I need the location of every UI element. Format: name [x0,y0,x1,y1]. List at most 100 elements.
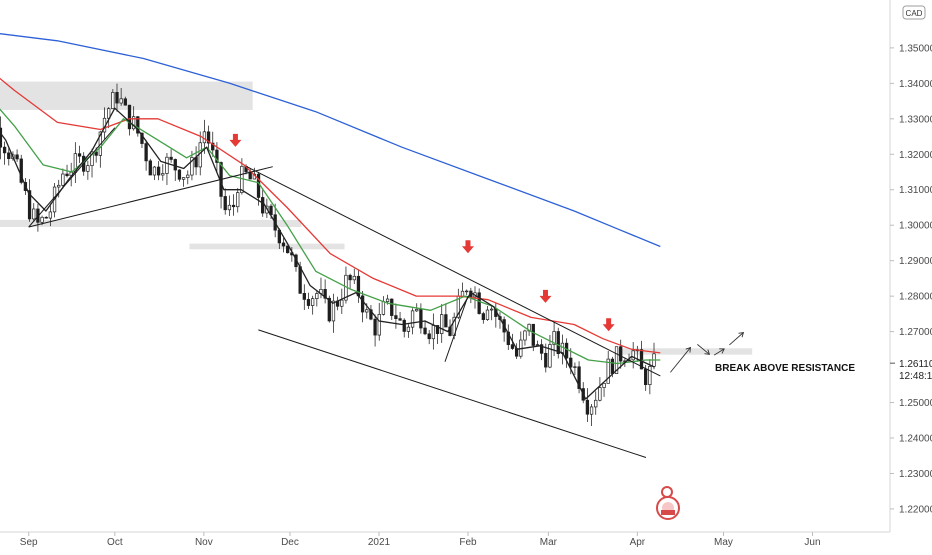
candle-87 [331,293,336,333]
trendline-4 [444,295,469,362]
candle-98 [377,302,381,341]
price-tick-label: 1.30000 [899,221,932,232]
time-tick-label: Mar [540,537,558,548]
candle-91 [348,273,352,289]
time-tick-label: Dec [281,537,299,548]
candle-136 [535,340,540,346]
trendline-2 [246,166,661,377]
candle-105 [406,324,411,338]
candle-110 [427,330,431,345]
support-resistance-zones [0,81,753,355]
candle-104 [402,318,406,338]
candle-19 [48,203,53,227]
candle-21 [57,179,61,198]
candle-114 [444,303,448,328]
last-price: 1.26110 [899,359,932,370]
candle-57 [206,125,211,152]
candle-81 [306,292,311,310]
candle-112 [435,325,440,345]
candle-53 [190,150,194,181]
candle-156 [619,339,623,369]
candle-125 [490,305,494,321]
candle-133 [523,329,527,346]
candle-9 [7,147,11,166]
candle-92 [352,268,356,284]
candle-109 [423,320,427,336]
candle-46 [161,164,165,181]
candle-119 [465,289,469,296]
projection-arrow-1 [670,346,691,373]
candle-64 [236,188,240,213]
ma-line-0 [0,33,661,248]
candle-47 [165,153,169,186]
ma-line-2 [0,108,661,365]
candle-106 [410,308,415,335]
candle-49 [173,158,177,181]
candle-80 [302,284,306,310]
candle-44 [152,165,157,181]
trendline-1 [28,127,116,228]
candle-25 [73,142,78,184]
price-tick-label: 1.32000 [899,150,932,161]
candle-15 [32,203,36,222]
trendlines [28,127,661,458]
candle-124 [485,305,490,321]
price-tick-label: 1.28000 [899,292,932,303]
time-tick-label: Nov [195,537,213,548]
candle-85 [323,279,327,304]
time-axis[interactable]: Sep Oct Nov Dec 2021 Feb Mar Apr May Jun [20,532,821,548]
candle-50 [177,169,182,182]
candle-52 [186,170,190,185]
candle-102 [394,303,398,329]
moving-average-lines [0,33,661,400]
price-tick-label: 1.29000 [899,256,932,267]
price-tick-label: 1.35000 [899,43,932,54]
trendline-0 [28,166,273,228]
candle-82 [310,295,315,315]
last-price-label: 1.26110 12:48:16 [890,359,932,382]
candle-83 [315,290,319,307]
price-tick-label: 1.33000 [899,114,932,125]
candle-28 [86,160,90,180]
candle-155 [614,346,619,374]
candle-149 [589,403,594,427]
candle-36 [119,88,123,106]
candle-103 [398,311,402,321]
candle-61 [223,188,227,215]
candle-51 [181,177,186,187]
candle-137 [539,339,544,361]
candle-159 [631,342,635,369]
price-tick-label: 1.22000 [899,504,932,515]
time-tick-label: Oct [107,537,123,548]
broker-logo [656,496,680,520]
down-arrow-icon [461,240,474,254]
down-arrow-icon [602,318,615,332]
candle-35 [115,83,119,112]
candle-12 [19,154,23,185]
candle-63 [231,194,236,216]
time-tick-label: May [714,537,733,548]
price-tick-label: 1.31000 [899,185,932,196]
candle-123 [481,311,485,324]
ma-line-3 [0,107,655,400]
time-tick-label: 2021 [368,537,391,548]
candle-40 [136,116,140,137]
price-axis[interactable]: 1.35000 1.34000 1.33000 1.32000 1.31000 1.300… [890,43,932,515]
candle-161 [639,340,644,370]
price-tick-label: 1.25000 [899,398,932,409]
bar-countdown: 12:48:16 [899,371,932,382]
candle-96 [369,304,373,321]
currency-box[interactable]: CAD [902,5,926,20]
candle-11 [15,149,19,162]
price-tick-label: 1.24000 [899,434,932,445]
time-tick-label: Jun [804,537,820,548]
price-tick-label: 1.27000 [899,327,932,338]
candle-75 [281,237,286,253]
zone-2 [189,243,345,250]
projection-arrow-4 [729,331,745,346]
projection-arrow-3 [713,348,725,356]
candle-43 [148,158,152,176]
zone-3 [617,348,753,355]
